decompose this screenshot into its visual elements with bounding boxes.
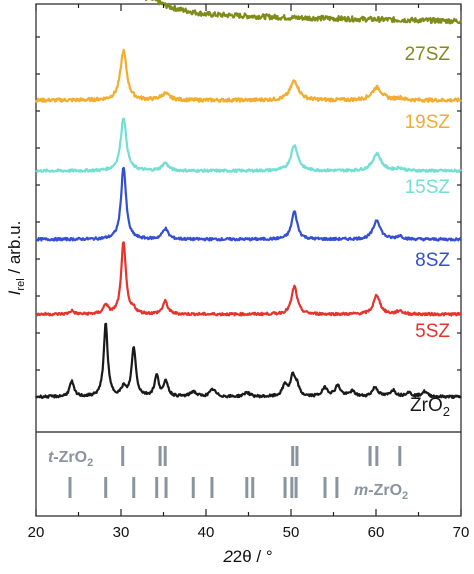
series-label-layer: 27SZ 19SZ 15SZ 8SZ 5SZ ZrO2 [405, 44, 451, 419]
x-tick-label: 50 [283, 524, 300, 541]
m-zro2-label: m-ZrO2 [354, 482, 408, 502]
reference-layer [68, 446, 402, 498]
series-label-4: 5SZ [415, 321, 450, 342]
series-line-3 [35, 166, 463, 242]
series-line-2 [35, 117, 462, 174]
x-tick-label: 20 [28, 524, 45, 541]
x-tick-label: 30 [113, 524, 130, 541]
series-line-1 [34, 48, 462, 103]
y-axis-title: Irel / arb.u. [5, 221, 27, 296]
x-axis-title: 22θ / ° [222, 547, 272, 566]
series-label-2: 15SZ [405, 177, 451, 198]
plot-frame [35, 3, 462, 517]
series-line-5 [35, 322, 462, 399]
series-label-1: 19SZ [405, 112, 451, 133]
series-line-0 [144, 0, 462, 25]
x-tick-label: 40 [198, 524, 215, 541]
tick-layer: 20 30 40 50 60 70 [28, 4, 470, 541]
series-line-4 [35, 241, 463, 317]
x-tick-label: 70 [453, 524, 470, 541]
x-tick-label: 60 [368, 524, 385, 541]
series-label-0: 27SZ [405, 44, 451, 65]
t-zro2-label: t-ZrO2 [48, 449, 93, 469]
series-label-5: ZrO2 [410, 395, 450, 419]
series-layer [34, 0, 463, 399]
series-label-3: 8SZ [415, 250, 450, 271]
